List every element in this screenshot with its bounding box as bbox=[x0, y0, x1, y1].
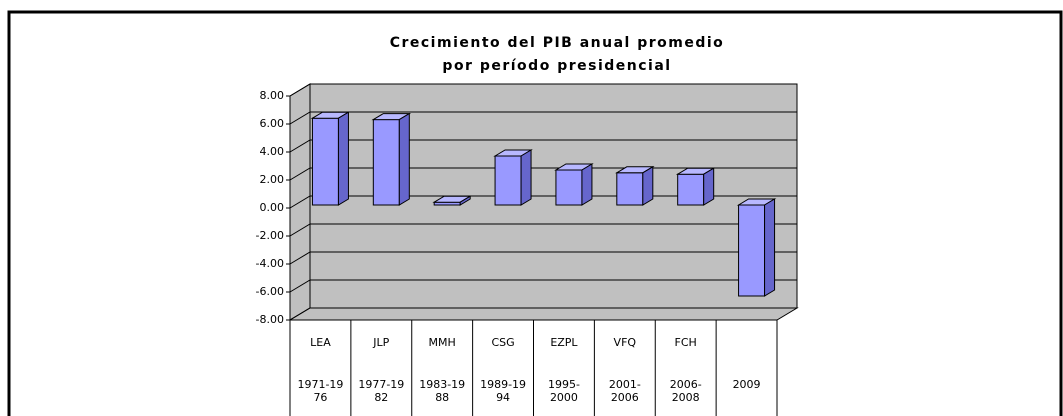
grid-line bbox=[289, 251, 797, 265]
grid-line bbox=[289, 83, 797, 97]
bar bbox=[738, 204, 766, 297]
period-label: 2008 bbox=[672, 391, 700, 404]
bar bbox=[677, 173, 705, 206]
grid-line bbox=[289, 307, 797, 321]
x-tick-label: MMH bbox=[429, 336, 456, 349]
x-tick-label: FCH bbox=[675, 336, 697, 349]
bar bbox=[555, 169, 583, 206]
period-label: 1989-19 bbox=[480, 378, 526, 391]
period-label: 2000 bbox=[550, 391, 578, 404]
x-tick-label: JLP bbox=[372, 336, 389, 349]
x-tick-label: CSG bbox=[491, 336, 514, 349]
bar-side bbox=[642, 165, 654, 206]
grid-line bbox=[289, 223, 797, 237]
period-label: 88 bbox=[435, 391, 449, 404]
bar-side bbox=[581, 163, 593, 206]
bar-side bbox=[703, 167, 715, 206]
x-tick-label: VFQ bbox=[614, 336, 637, 349]
period-label: 82 bbox=[374, 391, 388, 404]
period-label: 2009 bbox=[733, 378, 761, 391]
period-label: 94 bbox=[496, 391, 510, 404]
x-tick-label: LEA bbox=[310, 336, 331, 349]
chart-title: Crecimiento del PIB anual promedio bbox=[390, 35, 725, 51]
floor bbox=[288, 307, 799, 321]
y-tick-label: 8.00 bbox=[260, 89, 285, 102]
period-label: 76 bbox=[313, 391, 327, 404]
period-label: 1977-19 bbox=[358, 378, 404, 391]
grid-line bbox=[289, 111, 797, 125]
period-label: 2001- bbox=[609, 378, 641, 391]
y-tick-label: 4.00 bbox=[260, 145, 285, 158]
y-tick-label: -8.00 bbox=[256, 313, 284, 326]
bar-side bbox=[398, 112, 410, 206]
period-label: 2006- bbox=[670, 378, 702, 391]
bar bbox=[372, 119, 400, 206]
bar-side bbox=[764, 198, 776, 297]
bar-side bbox=[459, 195, 471, 206]
y-tick-label: -4.00 bbox=[256, 257, 284, 270]
bar-side bbox=[520, 149, 532, 206]
y-tick-label: 0.00 bbox=[260, 201, 285, 214]
bar bbox=[494, 155, 522, 206]
bar-side bbox=[337, 111, 349, 206]
period-label: 1983-19 bbox=[419, 378, 465, 391]
y-tick-label: -6.00 bbox=[256, 285, 284, 298]
bar bbox=[616, 172, 644, 206]
grid-line bbox=[289, 139, 797, 153]
period-label: 1971-19 bbox=[297, 378, 343, 391]
bar bbox=[311, 117, 339, 206]
y-tick-label: -2.00 bbox=[256, 229, 284, 242]
grid-line bbox=[289, 279, 797, 293]
period-label: 1995- bbox=[548, 378, 580, 391]
chart-title: por período presidencial bbox=[442, 58, 671, 74]
x-tick-label: EZPL bbox=[550, 336, 578, 349]
y-tick-label: 2.00 bbox=[260, 173, 285, 186]
y-tick-label: 6.00 bbox=[260, 117, 285, 130]
period-label: 2006 bbox=[611, 391, 639, 404]
